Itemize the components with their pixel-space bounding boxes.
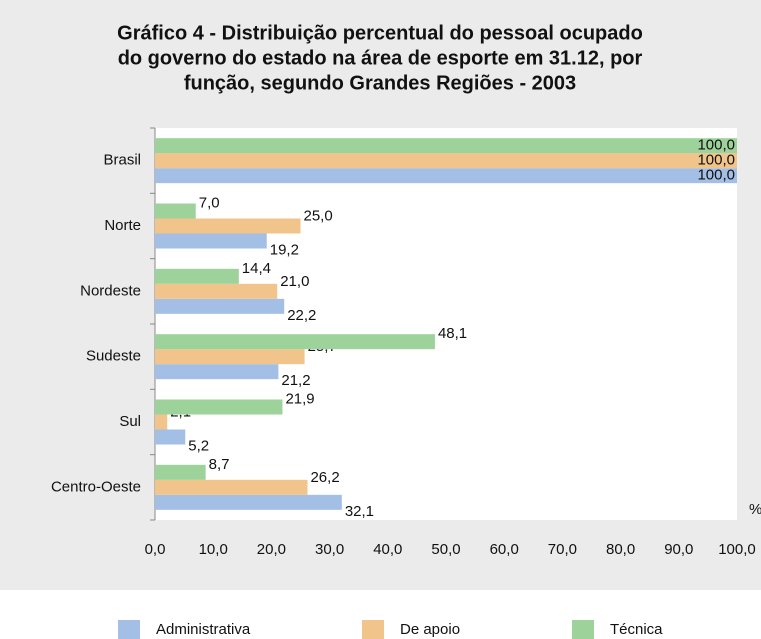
y-tick-label: Centro-Oeste xyxy=(51,478,141,495)
bar xyxy=(155,349,305,365)
data-label: 21,2 xyxy=(281,372,310,389)
x-tick-label: 0,0 xyxy=(145,541,166,558)
y-tick-label: Sul xyxy=(119,413,141,430)
bar xyxy=(155,479,308,495)
data-label: 5,2 xyxy=(188,437,209,454)
data-label: 100,0 xyxy=(697,137,735,154)
data-label: 25,0 xyxy=(304,207,333,224)
x-tick-label: 60,0 xyxy=(490,541,519,558)
bar xyxy=(155,138,737,154)
bar xyxy=(155,233,267,249)
bar xyxy=(155,414,168,430)
x-axis-label: % xyxy=(749,501,761,518)
legend-swatch xyxy=(118,620,140,639)
x-tick-label: 90,0 xyxy=(664,541,693,558)
bar xyxy=(155,334,435,350)
data-label: 8,7 xyxy=(209,456,230,473)
bar xyxy=(155,153,737,169)
chart-title: do governo do estado na área de esporte … xyxy=(118,47,643,69)
chart-title: função, segundo Grandes Regiões - 2003 xyxy=(184,72,576,94)
bar xyxy=(155,399,283,415)
data-label: 22,2 xyxy=(287,307,316,324)
y-tick-label: Nordeste xyxy=(80,282,141,299)
data-label: 21,9 xyxy=(285,390,314,407)
bar xyxy=(155,494,342,510)
data-label: 21,0 xyxy=(280,273,309,290)
y-tick-label: Brasil xyxy=(103,152,141,169)
legend-swatch xyxy=(572,620,594,639)
chart-title: Gráfico 4 - Distribuição percentual do p… xyxy=(117,22,643,44)
x-tick-label: 40,0 xyxy=(373,541,402,558)
y-tick-label: Sudeste xyxy=(86,348,141,365)
x-tick-label: 30,0 xyxy=(315,541,344,558)
bar xyxy=(155,298,285,314)
data-label: 48,1 xyxy=(438,325,467,342)
bar xyxy=(155,268,239,284)
x-tick-label: 20,0 xyxy=(257,541,286,558)
data-label: 7,0 xyxy=(199,194,220,211)
data-label: 100,0 xyxy=(697,152,735,169)
legend-swatch xyxy=(362,620,384,639)
bar xyxy=(155,283,278,299)
x-tick-label: 100,0 xyxy=(718,541,756,558)
bar xyxy=(155,429,186,445)
plot-area xyxy=(155,128,737,520)
bar xyxy=(155,168,737,184)
x-tick-label: 70,0 xyxy=(548,541,577,558)
bar xyxy=(155,464,206,480)
bar xyxy=(155,203,196,219)
bar xyxy=(155,218,301,234)
data-label: 26,2 xyxy=(310,469,339,486)
data-label: 14,4 xyxy=(242,260,271,277)
data-label: 19,2 xyxy=(270,241,299,258)
x-tick-label: 10,0 xyxy=(199,541,228,558)
x-tick-label: 50,0 xyxy=(431,541,460,558)
data-label: 100,0 xyxy=(697,167,735,184)
legend-label: Administrativa xyxy=(156,621,251,638)
legend-label: De apoio xyxy=(400,621,460,638)
data-label: 32,1 xyxy=(345,503,374,520)
y-tick-label: Norte xyxy=(104,217,141,234)
legend-label: Técnica xyxy=(610,621,663,638)
bar xyxy=(155,364,279,380)
x-tick-label: 80,0 xyxy=(606,541,635,558)
